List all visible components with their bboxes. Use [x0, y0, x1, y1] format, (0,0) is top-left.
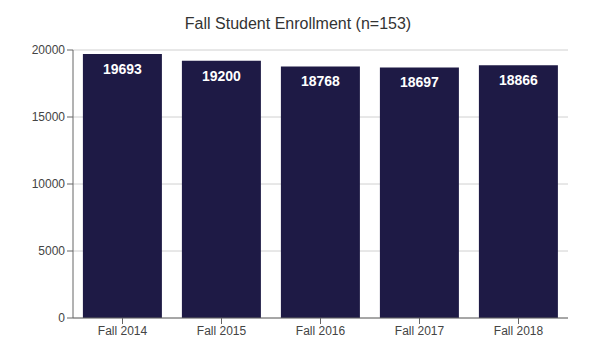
svg-text:Fall 2016: Fall 2016: [296, 324, 346, 338]
svg-text:15000: 15000: [32, 110, 66, 124]
svg-text:18866: 18866: [499, 72, 538, 88]
svg-text:18768: 18768: [301, 73, 340, 89]
html-text:Fall Student Enrollment (n=153: Fall Student Enrollment (n=153): [184, 15, 412, 32]
svg-text:5000: 5000: [38, 244, 65, 258]
svg-text:10000: 10000: [32, 177, 66, 191]
svg-text:0: 0: [58, 311, 65, 325]
svg-text:19693: 19693: [103, 61, 142, 77]
svg-text:18697: 18697: [400, 74, 439, 90]
svg-text:Fall 2015: Fall 2015: [197, 324, 247, 338]
svg-text:Fall 2018: Fall 2018: [494, 324, 544, 338]
svg-text:19200: 19200: [202, 68, 241, 84]
svg-text:20000: 20000: [32, 43, 66, 57]
svg-text:Fall 2014: Fall 2014: [98, 324, 148, 338]
svg-text:Fall 2017: Fall 2017: [395, 324, 445, 338]
